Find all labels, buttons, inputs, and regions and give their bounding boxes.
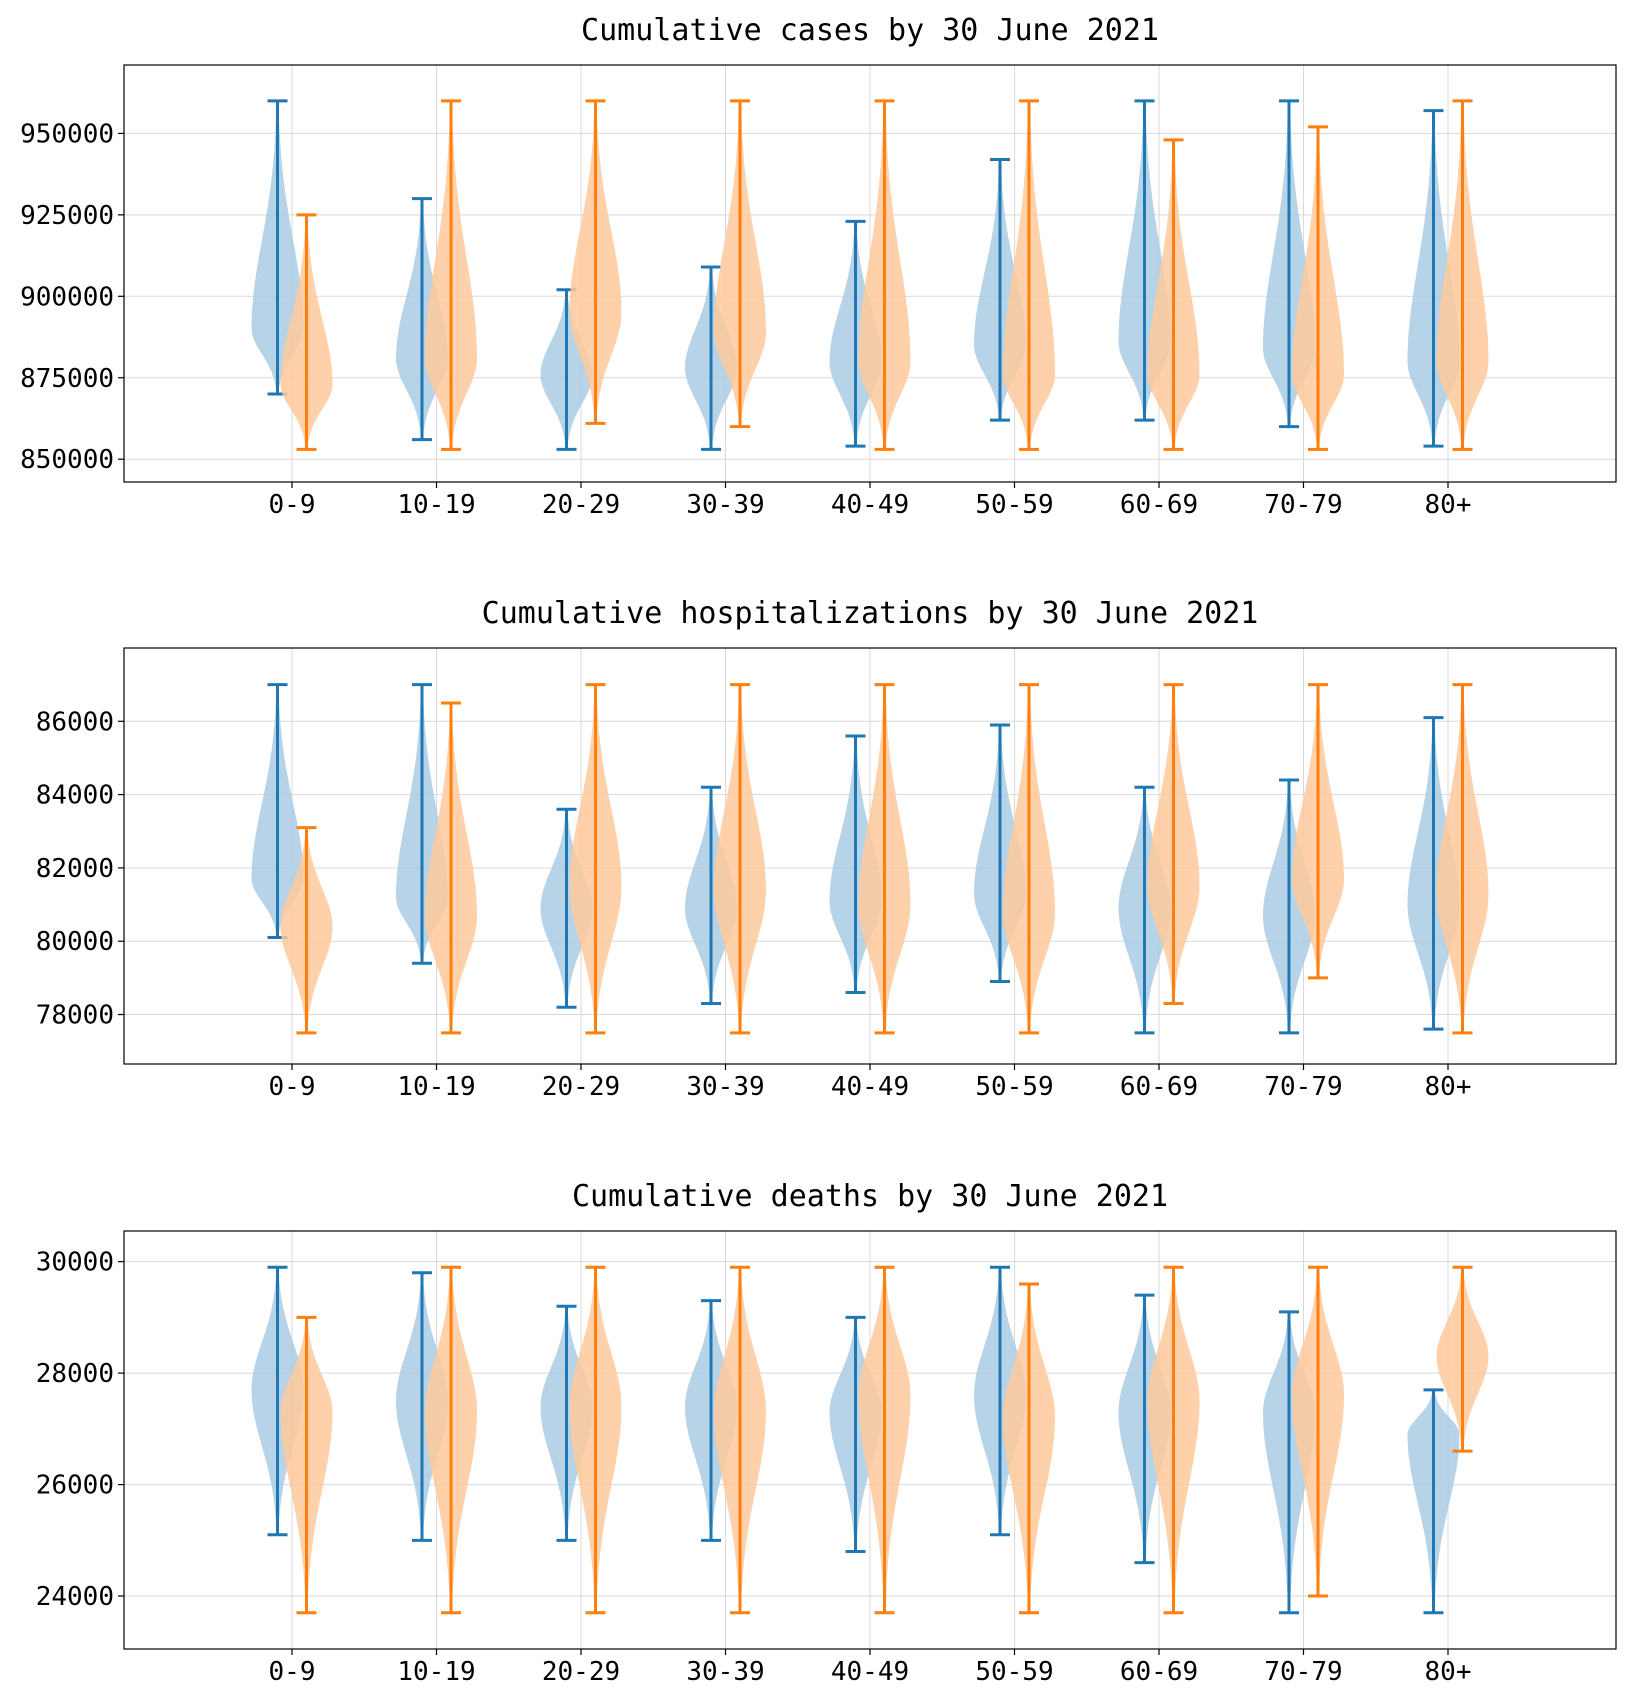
violin-b-0-9	[280, 826, 333, 1035]
x-tick-label: 50-59	[975, 1657, 1053, 1687]
y-tick-label: 24000	[36, 1582, 114, 1612]
x-tick-label: 10-19	[397, 1072, 475, 1102]
violin-b-80+	[1436, 99, 1489, 451]
violin-b-10-19	[425, 99, 477, 451]
x-tick-label: 30-39	[686, 1072, 764, 1102]
y-tick-label: 875000	[20, 364, 114, 394]
x-tick-label: 10-19	[397, 490, 475, 520]
violin-a-10-19	[396, 1271, 448, 1542]
y-tick-label: 84000	[36, 781, 114, 811]
violin-b-20-29	[569, 1265, 622, 1615]
x-tick-label: 40-49	[831, 1657, 909, 1687]
x-tick-label: 0-9	[269, 1657, 316, 1687]
x-tick-label: 70-79	[1264, 1072, 1342, 1102]
violin-a-20-29	[540, 807, 593, 1009]
violin-b-30-39	[714, 99, 766, 429]
violin-a-80+	[1407, 1388, 1460, 1615]
x-tick-label: 60-69	[1120, 1657, 1198, 1687]
x-tick-label: 40-49	[831, 1072, 909, 1102]
x-tick-label: 80+	[1425, 1072, 1472, 1102]
y-tick-label: 900000	[20, 282, 114, 312]
violin-b-0-9	[280, 213, 333, 451]
chart-panel-2: 78000 80000 82000 84000 86000 0-9 10-19 20-29 30…	[36, 596, 1617, 1102]
x-tick-label: 60-69	[1120, 1072, 1198, 1102]
x-tick-label: 0-9	[269, 490, 316, 520]
violin-a-80+	[1407, 716, 1460, 1031]
x-tick-label: 30-39	[686, 1657, 764, 1687]
chart-panel-3: 24000 26000 28000 30000 0-9 10-19 20-29 30-39 40…	[36, 1179, 1617, 1687]
violin-b-40-49	[858, 99, 911, 451]
x-tick-label: 20-29	[542, 1657, 620, 1687]
violin-b-60-69	[1147, 683, 1200, 1006]
chart-title: Cumulative cases by 30 June 2021	[581, 13, 1159, 48]
x-tick-label: 10-19	[397, 1657, 475, 1687]
chart-panel-1: 850000 875000 900000 925000 950000 0-9 10-19 20…	[20, 13, 1617, 520]
violin-b-30-39	[714, 683, 766, 1035]
y-tick-label: 86000	[36, 707, 114, 737]
violin-b-40-49	[858, 683, 911, 1035]
x-tick-label: 60-69	[1120, 490, 1198, 520]
violin-b-20-29	[569, 683, 622, 1035]
x-tick-label: 20-29	[542, 490, 620, 520]
x-tick-label: 30-39	[686, 490, 764, 520]
violin-b-50-59	[1003, 99, 1055, 451]
x-tick-label: 50-59	[975, 1072, 1053, 1102]
x-tick-label: 70-79	[1264, 1657, 1342, 1687]
y-tick-label: 82000	[36, 854, 114, 884]
x-tick-label: 80+	[1425, 490, 1472, 520]
violin-b-50-59	[1003, 683, 1055, 1035]
violin-b-70-79	[1292, 683, 1344, 980]
y-tick-label: 78000	[36, 1001, 114, 1031]
y-tick-label: 850000	[20, 445, 114, 475]
violin-b-0-9	[280, 1315, 333, 1615]
y-tick-label: 950000	[20, 119, 114, 149]
violin-b-70-79	[1292, 125, 1344, 451]
violin-b-40-49	[858, 1265, 911, 1615]
y-tick-label: 80000	[36, 927, 114, 957]
y-tick-label: 26000	[36, 1471, 114, 1501]
violin-a-30-39	[685, 265, 737, 451]
x-tick-label: 40-49	[831, 490, 909, 520]
violin-b-50-59	[1003, 1282, 1055, 1615]
violin-a-50-59	[974, 1265, 1026, 1537]
violin-b-60-69	[1147, 1265, 1200, 1615]
violin-b-80+	[1436, 683, 1489, 1035]
violin-a-30-39	[685, 785, 737, 1006]
x-tick-label: 80+	[1425, 1657, 1472, 1687]
violin-b-10-19	[425, 1265, 477, 1615]
x-tick-label: 0-9	[269, 1072, 316, 1102]
violin-a-0-9	[251, 1265, 304, 1537]
violin-b-10-19	[425, 701, 477, 1035]
y-tick-label: 28000	[36, 1359, 114, 1389]
x-tick-label: 50-59	[975, 490, 1053, 520]
x-tick-label: 20-29	[542, 1072, 620, 1102]
y-tick-label: 925000	[20, 201, 114, 231]
y-tick-label: 30000	[36, 1248, 114, 1278]
x-tick-label: 70-79	[1264, 490, 1342, 520]
chart-title: Cumulative hospitalizations by 30 June 2…	[482, 596, 1259, 631]
violin-b-30-39	[714, 1265, 766, 1615]
violin-a-70-79	[1263, 778, 1315, 1035]
chart-title: Cumulative deaths by 30 June 2021	[572, 1179, 1168, 1214]
violin-b-20-29	[569, 99, 622, 425]
violin-a-60-69	[1118, 785, 1171, 1035]
violin-b-80+	[1436, 1265, 1489, 1453]
violin-b-70-79	[1292, 1265, 1344, 1598]
violin-b-60-69	[1147, 138, 1200, 451]
